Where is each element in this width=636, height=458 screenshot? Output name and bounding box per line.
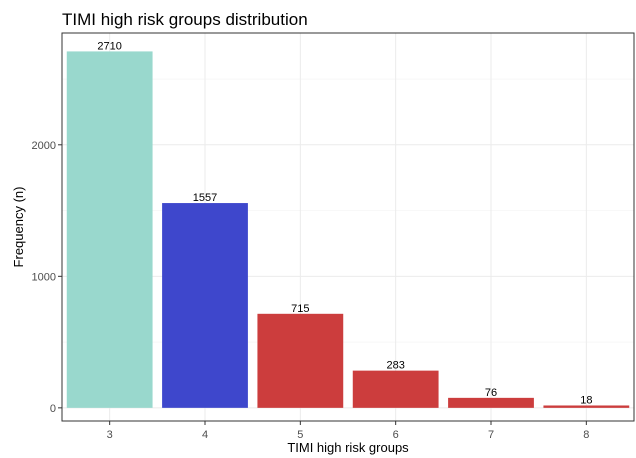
x-axis-title: TIMI high risk groups [287,440,409,455]
y-tick-label: 2000 [32,140,56,152]
bar-3 [66,51,153,408]
plot-panel-border [61,32,635,422]
x-tick-label: 6 [393,429,399,441]
bar-5 [257,313,344,408]
grid [62,33,634,421]
bar-value-label: 76 [485,387,497,399]
x-tick-label: 5 [297,429,303,441]
y-tick-label: 1000 [32,271,56,283]
bar-7 [448,397,534,408]
bar-value-label: 1557 [193,192,217,204]
x-tick-label: 4 [202,429,208,441]
bars [66,51,630,408]
axis-ticks [58,144,587,425]
bar-6 [352,370,439,408]
chart-title: TIMI high risk groups distribution [62,10,308,29]
bar-value-label: 18 [580,394,592,406]
x-tick-label: 3 [107,429,113,441]
x-tick-label: 7 [488,429,494,441]
bar-value-label: 283 [386,360,404,372]
y-tick-label: 0 [50,403,56,415]
bar-labels: 2710 1557 715 283 76 18 [97,40,592,406]
bar-4 [162,203,248,408]
bar-value-label: 2710 [97,40,121,52]
tick-labels: 0 1000 2000 3 4 5 6 7 8 [32,140,590,441]
x-tick-label: 8 [583,429,589,441]
bar-value-label: 715 [291,303,309,315]
y-axis-title: Frequency (n) [11,187,26,268]
bar-8 [543,405,630,408]
